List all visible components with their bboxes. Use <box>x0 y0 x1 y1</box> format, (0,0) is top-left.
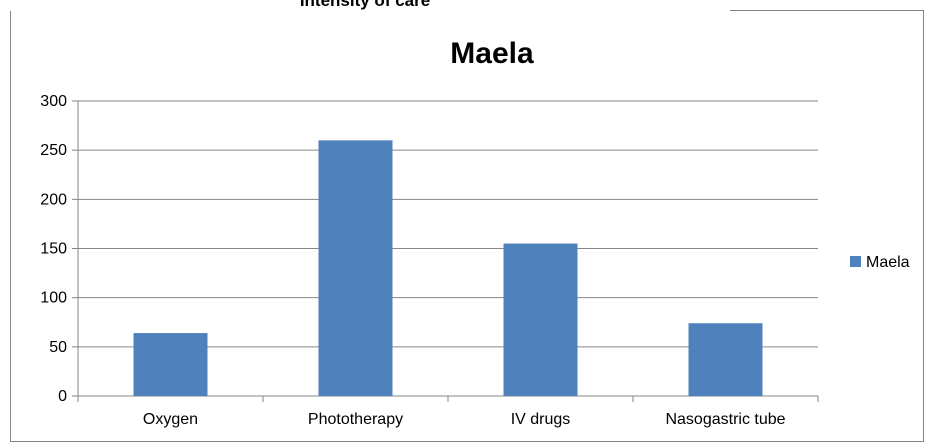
y-tick-label: 50 <box>49 339 67 356</box>
bars <box>133 140 763 396</box>
y-tick-label: 250 <box>40 142 67 159</box>
x-category-label: IV drugs <box>511 411 571 428</box>
legend: Maela <box>850 254 910 271</box>
chart-title: Maela <box>450 37 534 70</box>
page-heading: Intensity of care <box>0 0 730 11</box>
x-axis-categories: Oxygen Phototherapy IV drugs Nasogastric tu… <box>143 411 786 428</box>
x-category-label: Phototherapy <box>308 411 403 428</box>
bar <box>133 333 208 396</box>
y-tick-label: 150 <box>40 241 67 258</box>
legend-swatch <box>850 256 861 267</box>
x-category-label: Oxygen <box>143 411 198 428</box>
gridlines <box>78 100 818 348</box>
bar <box>503 243 578 396</box>
y-axis-ticks: 0 50 100 150 200 250 300 <box>40 93 67 405</box>
x-category-label: Nasogastric tube <box>665 411 785 428</box>
y-tick-label: 300 <box>40 93 67 110</box>
y-tick-label: 100 <box>40 290 67 307</box>
bar <box>688 323 763 396</box>
legend-label: Maela <box>866 254 910 271</box>
y-tick-label: 200 <box>40 191 67 208</box>
bar <box>318 140 393 396</box>
y-tick-label: 0 <box>58 388 67 405</box>
